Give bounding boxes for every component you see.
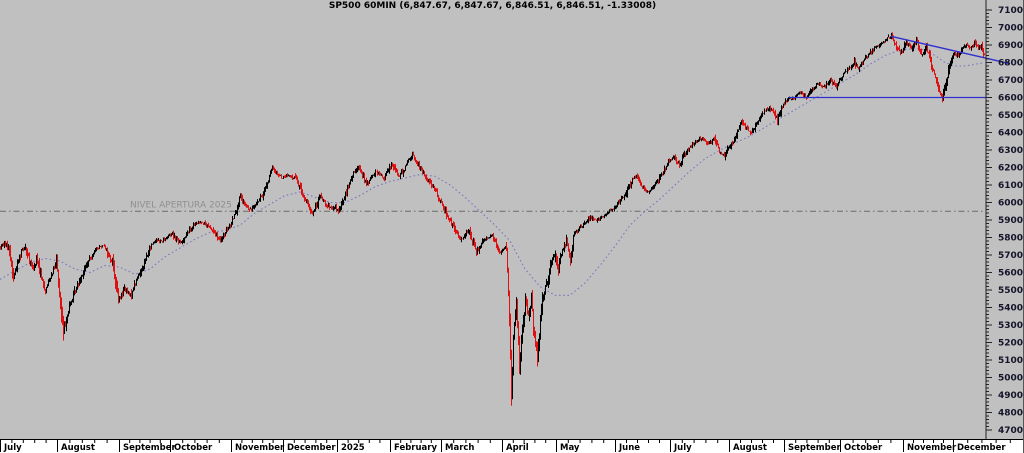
nivel-apertura-label: NIVEL APERTURA 2025 <box>130 200 232 210</box>
x-axis-label: July <box>3 443 22 453</box>
y-axis-label: 4800 <box>998 409 1023 419</box>
y-axis-label: 5300 <box>998 321 1023 331</box>
y-axis-label: 6400 <box>998 129 1023 139</box>
x-axis-label: August <box>61 443 95 453</box>
x-axis-label: March <box>445 443 474 453</box>
chart-title: SP500 60MIN (6,847.67, 6,847.67, 6,846.5… <box>328 1 657 11</box>
y-axis-label: 5900 <box>998 216 1023 226</box>
y-axis-label: 6700 <box>998 76 1023 86</box>
y-axis-label: 5200 <box>998 339 1023 349</box>
y-axis-label: 5100 <box>998 356 1023 366</box>
x-axis-label: October <box>844 443 883 453</box>
x-axis-label: May <box>560 443 580 453</box>
x-axis-label: November <box>235 443 285 453</box>
x-axis-label: 2025 <box>341 443 365 453</box>
y-axis-label: 7100 <box>998 6 1023 16</box>
y-axis-label: 6900 <box>998 41 1023 51</box>
y-axis-label: 4700 <box>998 426 1023 436</box>
y-axis-label: 7000 <box>998 24 1023 34</box>
y-axis-label: 6000 <box>998 199 1023 209</box>
y-axis-label: 5500 <box>998 286 1023 296</box>
x-axis-label: December <box>957 443 1006 453</box>
y-axis: 7100 7000 6900 6800 6700 6600 6500 6400 6300 6200… <box>985 0 1023 439</box>
y-axis-label: 6600 <box>998 94 1023 104</box>
x-axis-label: February <box>394 443 437 453</box>
y-axis-label: 6500 <box>998 111 1023 121</box>
y-axis-label: 5700 <box>998 251 1023 261</box>
y-axis-label: 5800 <box>998 234 1023 244</box>
x-axis-label: August <box>733 443 767 453</box>
x-axis-label: July <box>673 443 692 453</box>
x-axis-label: September <box>788 443 842 453</box>
descending-trendline[interactable] <box>890 35 1011 65</box>
y-axis-label: 6100 <box>998 181 1023 191</box>
y-axis-label: 5400 <box>998 304 1023 314</box>
candles-up <box>1 32 982 400</box>
x-axis-label: December <box>287 443 336 453</box>
y-axis-label: 6300 <box>998 146 1023 156</box>
y-axis-label: 5000 <box>998 374 1023 384</box>
x-axis-label: April <box>506 443 529 453</box>
x-axis-label: September <box>123 443 177 453</box>
x-axis-label: June <box>618 443 640 453</box>
x-axis-label: October <box>174 443 213 453</box>
y-axis-label: 4900 <box>998 391 1023 401</box>
candles-down <box>0 32 985 406</box>
y-axis-label: 6200 <box>998 164 1023 174</box>
x-axis-label: November <box>907 443 957 453</box>
y-axis-label: 5600 <box>998 269 1023 279</box>
candlestick-series <box>0 32 985 406</box>
y-axis-label: 6800 <box>998 59 1023 69</box>
